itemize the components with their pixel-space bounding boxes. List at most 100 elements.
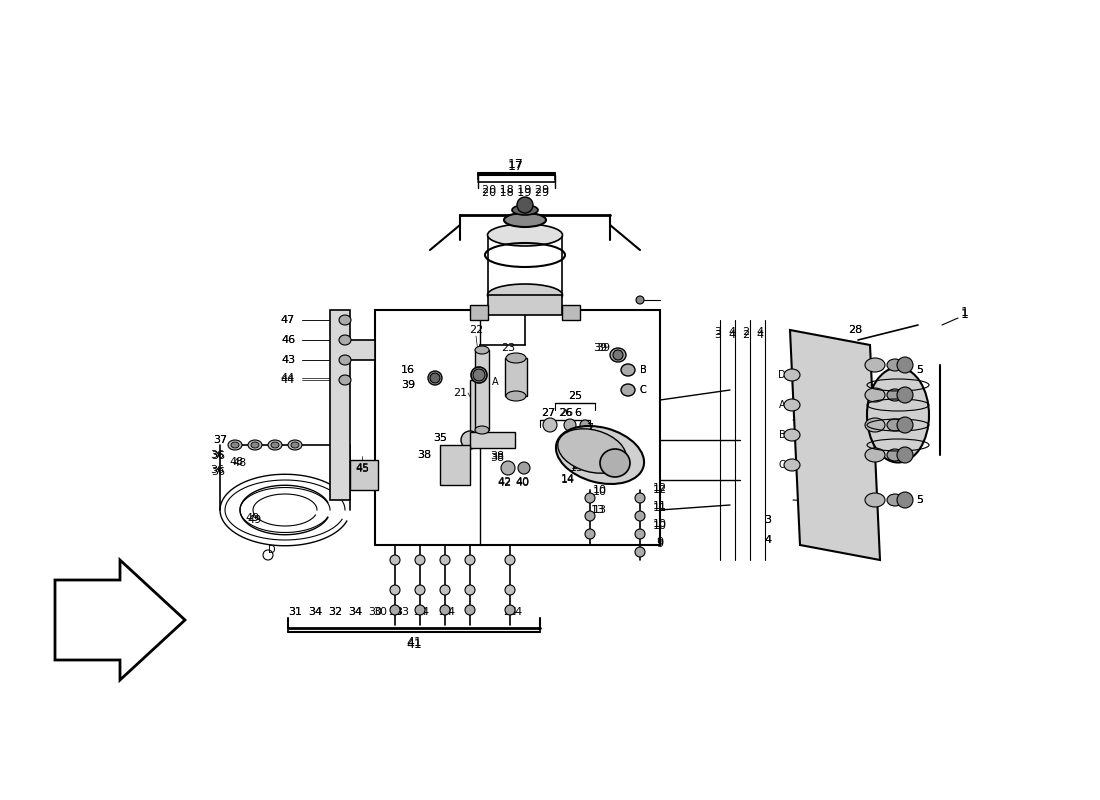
Text: 4: 4 xyxy=(728,327,736,337)
Ellipse shape xyxy=(487,284,562,306)
Text: 2: 2 xyxy=(742,330,749,340)
Text: 34: 34 xyxy=(441,607,455,617)
Text: 36: 36 xyxy=(210,450,224,460)
Ellipse shape xyxy=(440,585,450,595)
Text: 5: 5 xyxy=(916,495,924,505)
Ellipse shape xyxy=(887,494,903,506)
Text: 39: 39 xyxy=(596,343,611,353)
Text: 15: 15 xyxy=(570,463,584,473)
Text: B: B xyxy=(639,365,647,375)
Text: 39: 39 xyxy=(400,380,415,390)
Ellipse shape xyxy=(461,431,478,449)
Text: 41: 41 xyxy=(406,638,422,651)
Bar xyxy=(470,305,488,320)
Ellipse shape xyxy=(231,442,239,448)
Text: 31: 31 xyxy=(288,607,302,617)
Bar xyxy=(470,432,515,448)
Text: 4: 4 xyxy=(764,535,771,545)
Text: 7: 7 xyxy=(586,423,594,433)
Text: 3: 3 xyxy=(764,515,771,525)
Text: 3: 3 xyxy=(715,327,722,337)
Text: 11: 11 xyxy=(653,501,667,511)
Ellipse shape xyxy=(465,555,475,565)
Ellipse shape xyxy=(635,493,645,503)
Text: 48: 48 xyxy=(233,458,248,468)
Bar xyxy=(350,460,378,490)
Text: 20 18 19 29: 20 18 19 29 xyxy=(483,188,550,198)
Text: 4: 4 xyxy=(757,330,763,340)
Text: 45: 45 xyxy=(355,463,370,473)
Text: 38: 38 xyxy=(417,450,431,460)
Text: 40: 40 xyxy=(515,477,529,487)
Ellipse shape xyxy=(865,448,886,462)
Text: 5: 5 xyxy=(916,365,924,375)
Text: 44: 44 xyxy=(280,375,295,385)
Ellipse shape xyxy=(600,449,630,477)
Text: D: D xyxy=(268,545,276,555)
Text: 36: 36 xyxy=(210,465,224,475)
Circle shape xyxy=(896,492,913,508)
Ellipse shape xyxy=(865,418,886,432)
Bar xyxy=(470,380,488,435)
Ellipse shape xyxy=(339,375,351,385)
Text: 13: 13 xyxy=(593,505,607,515)
Ellipse shape xyxy=(580,420,590,430)
Text: C: C xyxy=(639,385,647,395)
Circle shape xyxy=(896,447,913,463)
Ellipse shape xyxy=(556,426,644,484)
Circle shape xyxy=(896,387,913,403)
Ellipse shape xyxy=(465,585,475,595)
Text: 35: 35 xyxy=(433,433,447,443)
Text: 16: 16 xyxy=(402,365,415,375)
Text: 3: 3 xyxy=(715,330,722,340)
Text: 33: 33 xyxy=(395,607,409,617)
Ellipse shape xyxy=(475,346,490,354)
Text: 30: 30 xyxy=(368,607,382,617)
Text: 34: 34 xyxy=(438,607,452,617)
Ellipse shape xyxy=(339,335,351,345)
Text: 10: 10 xyxy=(653,519,667,529)
Text: 38: 38 xyxy=(490,451,504,461)
Text: 12: 12 xyxy=(653,485,667,495)
Text: 47: 47 xyxy=(280,315,295,325)
Text: 23: 23 xyxy=(500,343,515,353)
Polygon shape xyxy=(55,560,185,680)
Ellipse shape xyxy=(390,605,400,615)
Text: 27: 27 xyxy=(541,408,556,418)
Text: 12: 12 xyxy=(653,483,667,493)
Text: 14: 14 xyxy=(561,474,575,484)
Circle shape xyxy=(896,417,913,433)
Text: 32: 32 xyxy=(328,607,342,617)
Text: 22: 22 xyxy=(469,325,483,335)
Ellipse shape xyxy=(558,429,626,474)
Text: 25: 25 xyxy=(568,391,582,401)
Polygon shape xyxy=(330,310,375,500)
Text: 39: 39 xyxy=(593,343,607,353)
Ellipse shape xyxy=(271,442,279,448)
Circle shape xyxy=(517,197,534,213)
Text: 47: 47 xyxy=(280,315,295,325)
Ellipse shape xyxy=(465,605,475,615)
Text: 34: 34 xyxy=(415,607,429,617)
Text: 45: 45 xyxy=(355,464,370,474)
Text: 4: 4 xyxy=(728,330,736,340)
Text: 35: 35 xyxy=(433,433,447,443)
Ellipse shape xyxy=(784,459,800,471)
Ellipse shape xyxy=(585,511,595,521)
Ellipse shape xyxy=(251,442,258,448)
Text: A: A xyxy=(779,400,785,410)
Polygon shape xyxy=(790,330,880,560)
Text: 7: 7 xyxy=(586,425,594,435)
Text: D: D xyxy=(778,370,785,380)
Bar xyxy=(375,310,660,545)
Text: 9: 9 xyxy=(657,537,663,547)
Text: 5: 5 xyxy=(916,495,924,505)
Text: 5: 5 xyxy=(916,365,924,375)
Ellipse shape xyxy=(339,315,351,325)
Text: 30: 30 xyxy=(373,607,387,617)
Text: 10: 10 xyxy=(593,487,607,497)
Text: 39: 39 xyxy=(400,380,415,390)
Text: 21: 21 xyxy=(453,388,468,398)
Ellipse shape xyxy=(585,493,595,503)
Text: 9: 9 xyxy=(657,539,663,549)
